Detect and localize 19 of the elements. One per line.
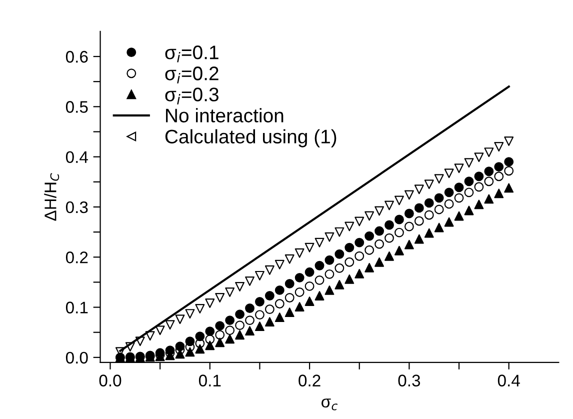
y-tick-label: 0.4 xyxy=(66,151,88,164)
x-tick-label: 0.4 xyxy=(498,374,520,386)
x-tick-label: 0.1 xyxy=(198,374,221,386)
y-tick-label: 0.2 xyxy=(66,252,88,264)
y-tick-label: 0.3 xyxy=(66,201,88,214)
x-axis-title: σ$_{c}$ xyxy=(322,398,338,410)
x-tick-label: 0.3 xyxy=(398,374,420,386)
legend-label: σ$_{i}$=0.3 xyxy=(165,88,218,104)
y-tick-label: 0.5 xyxy=(66,101,88,113)
y-tick-label: 0.6 xyxy=(66,50,88,63)
legend-label: σ$_{i}$=0.2 xyxy=(165,66,218,84)
y-tick-label: 0.1 xyxy=(66,302,88,314)
legend-label: Calculated using (1) xyxy=(165,129,336,148)
legend-label: No interaction xyxy=(166,108,284,122)
y-axis-title: ΔH/H$_{C}$ xyxy=(44,173,60,221)
x-tick-label: 0.2 xyxy=(298,374,320,386)
y-tick-label: 0.0 xyxy=(66,352,88,364)
legend-label: σ$_{i}$=0.1 xyxy=(165,46,218,62)
x-tick-label: 0.0 xyxy=(99,374,122,386)
